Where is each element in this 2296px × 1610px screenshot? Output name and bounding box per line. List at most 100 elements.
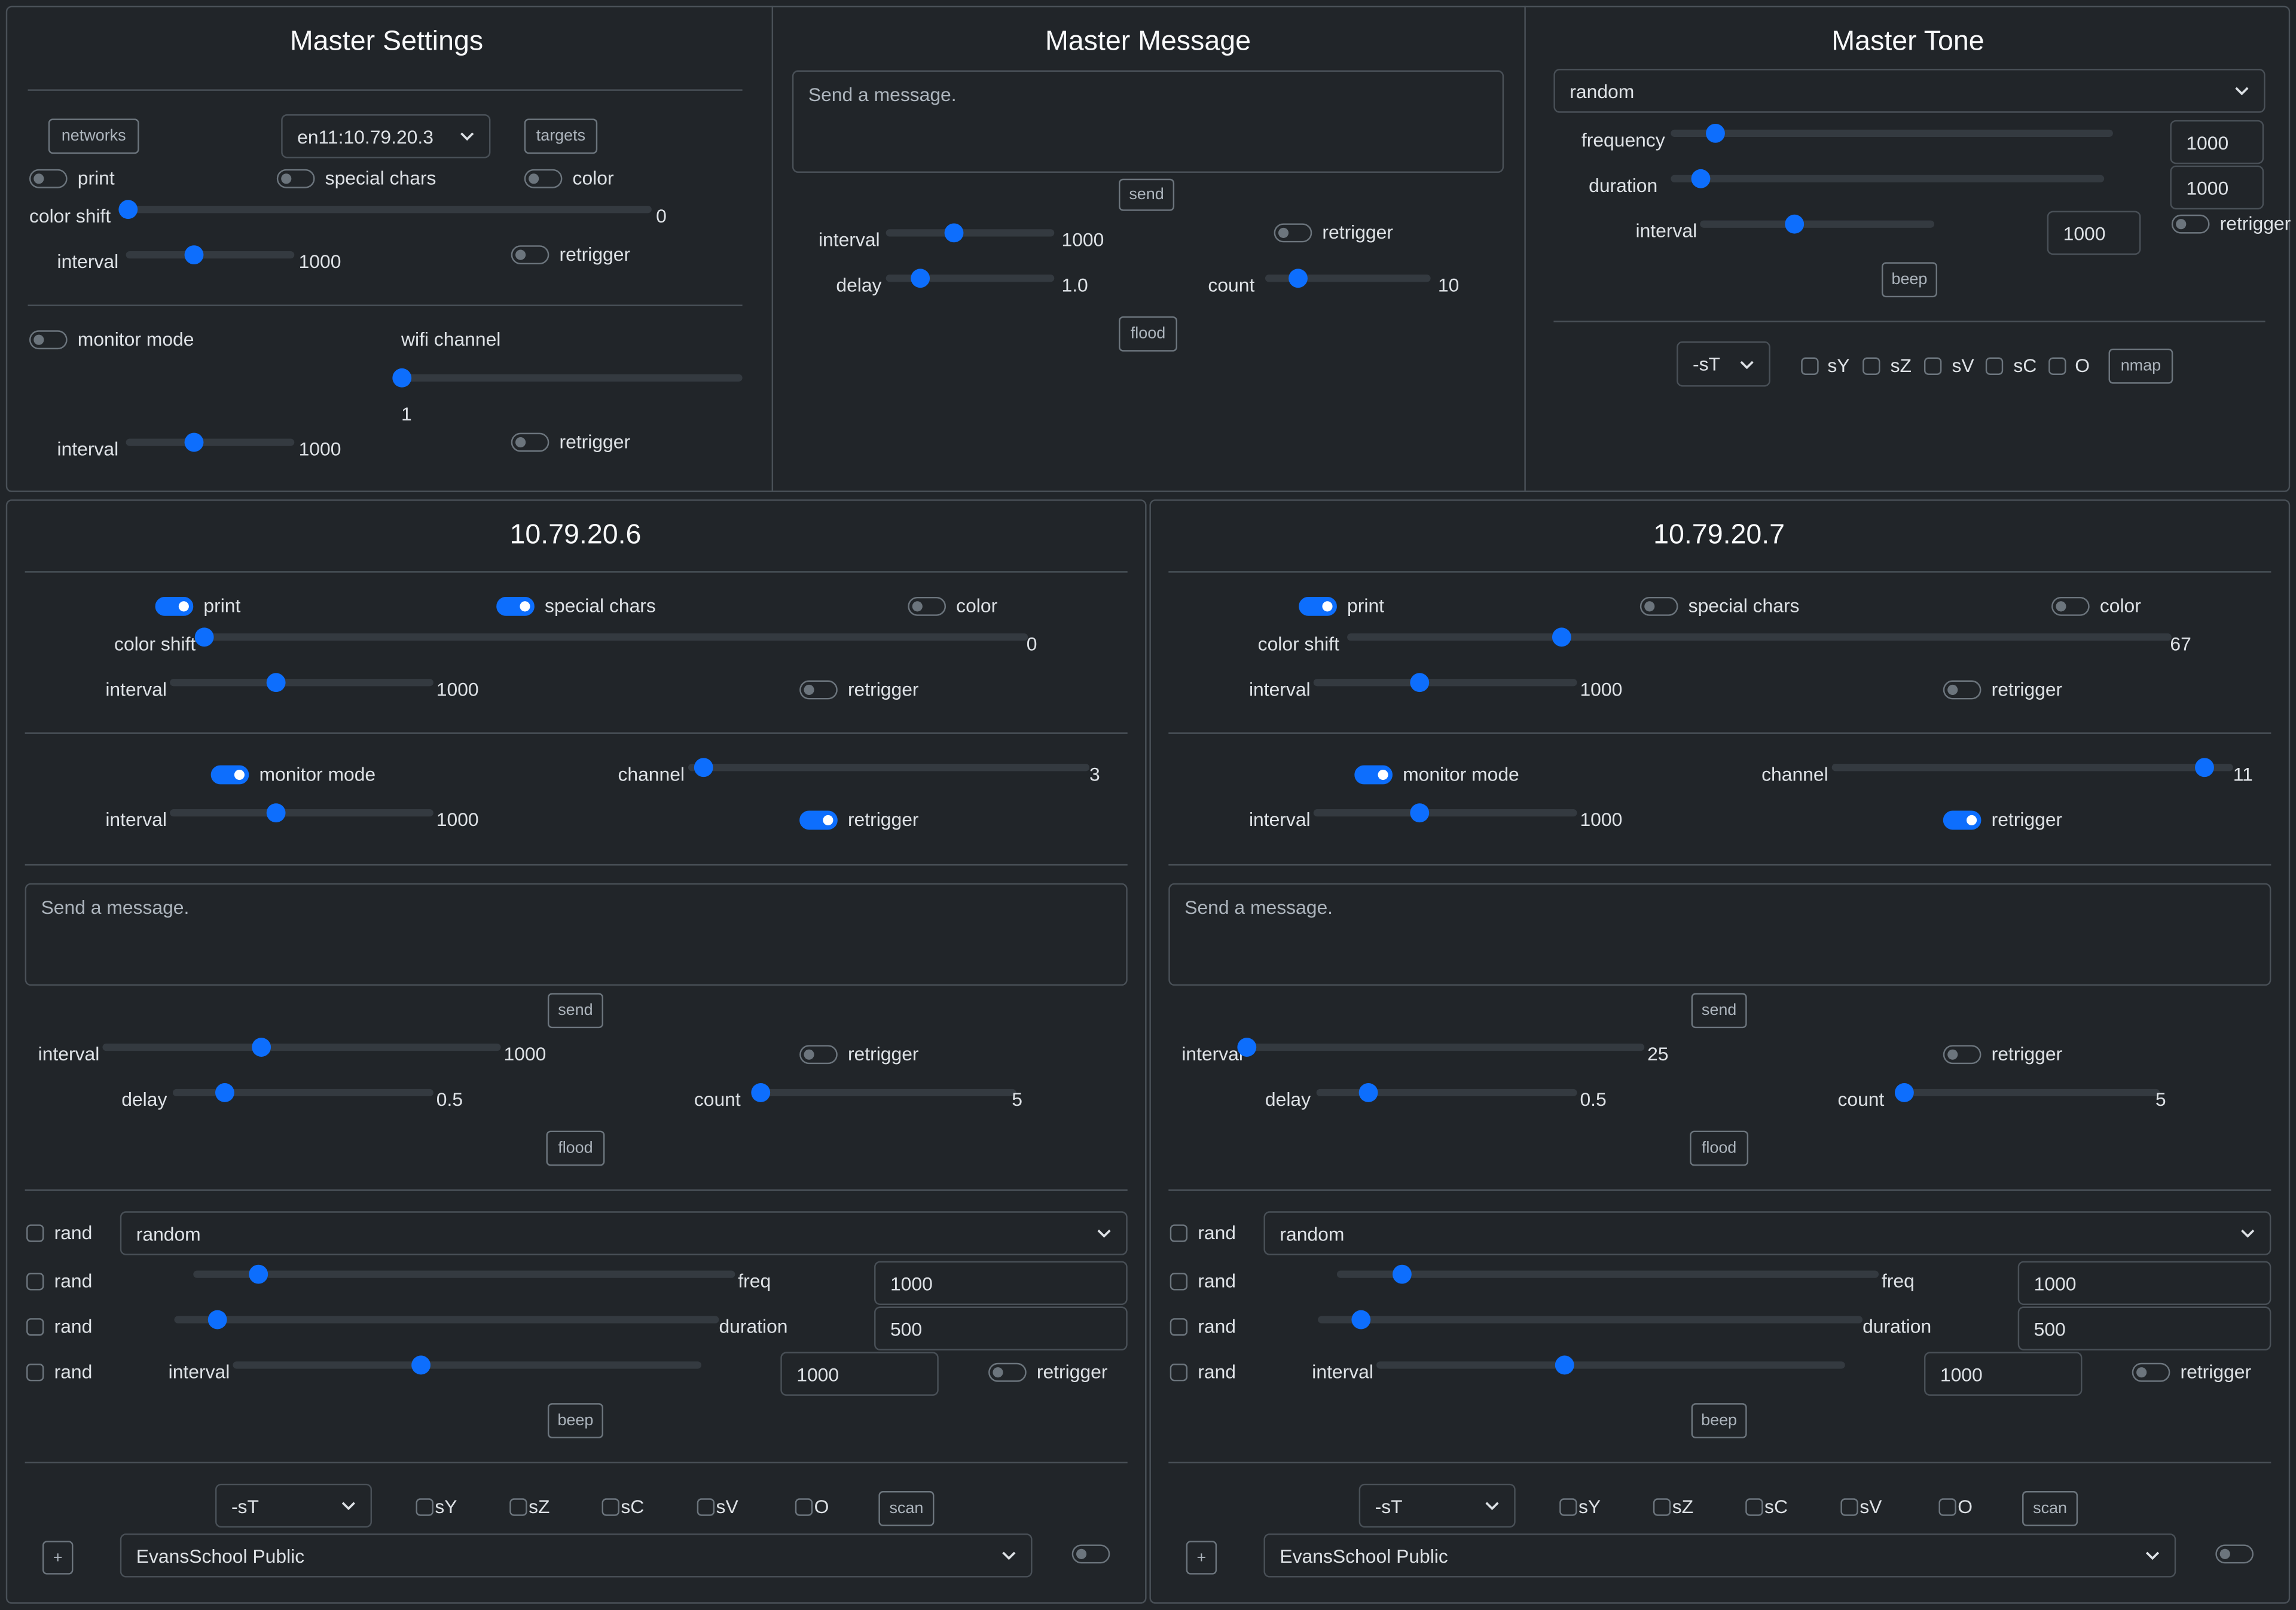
checkbox[interactable] [1745, 1498, 1763, 1516]
toggle[interactable] [1639, 596, 1678, 616]
slider-thumb[interactable] [249, 1264, 268, 1284]
slider-thumb[interactable] [1784, 214, 1803, 234]
button[interactable]: targets [524, 118, 598, 154]
slider-thumb[interactable] [208, 1310, 228, 1330]
slider[interactable] [1265, 269, 1431, 288]
slider[interactable] [1671, 169, 2105, 188]
slider[interactable] [172, 1083, 433, 1102]
toggle[interactable] [2132, 1362, 2170, 1382]
slider-thumb[interactable] [1692, 169, 1711, 188]
slider-thumb[interactable] [1409, 673, 1428, 693]
slider-thumb[interactable] [1358, 1083, 1378, 1102]
toggle[interactable] [799, 810, 838, 830]
slider-thumb[interactable] [1409, 803, 1428, 823]
slider[interactable] [1347, 627, 2172, 647]
slider-thumb[interactable] [118, 200, 137, 219]
slider-thumb[interactable] [184, 432, 203, 452]
checkbox[interactable] [795, 1498, 813, 1516]
button[interactable]: beep [1691, 1403, 1747, 1438]
select[interactable]: random [120, 1211, 1128, 1255]
number-input[interactable]: 1000 [2047, 211, 2141, 255]
toggle[interactable] [1354, 765, 1393, 785]
slider[interactable] [886, 223, 1055, 243]
toggle[interactable] [1071, 1544, 1110, 1564]
checkbox[interactable] [1170, 1224, 1188, 1242]
toggle[interactable] [1943, 810, 1981, 830]
button[interactable]: scan [878, 1491, 935, 1526]
select[interactable]: -sT [1358, 1483, 1516, 1528]
number-input[interactable]: 1000 [2017, 1261, 2271, 1306]
select[interactable]: en11:10.79.20.3 [281, 114, 491, 158]
slider[interactable] [1313, 673, 1577, 693]
checkbox[interactable] [1923, 357, 1942, 375]
number-input[interactable]: 1000 [874, 1261, 1128, 1306]
slider[interactable] [392, 368, 743, 388]
toggle[interactable] [1943, 680, 1981, 700]
slider[interactable] [1316, 1083, 1577, 1102]
slider-thumb[interactable] [184, 245, 203, 265]
slider[interactable] [194, 627, 1028, 647]
button[interactable]: send [547, 993, 603, 1029]
toggle[interactable] [908, 596, 947, 616]
checkbox[interactable] [416, 1498, 433, 1516]
slider-thumb[interactable] [1552, 627, 1571, 647]
toggle[interactable] [155, 596, 194, 616]
checkbox[interactable] [1170, 1273, 1188, 1291]
button[interactable]: flood [1690, 1130, 1749, 1166]
checkbox[interactable] [26, 1273, 44, 1291]
toggle[interactable] [511, 432, 549, 452]
message-input[interactable]: Send a message. [25, 883, 1128, 986]
slider[interactable] [126, 432, 295, 452]
toggle[interactable] [1299, 596, 1337, 616]
slider[interactable] [170, 803, 433, 823]
number-input[interactable]: 500 [874, 1306, 1128, 1350]
slider[interactable] [1318, 1310, 1863, 1330]
toggle[interactable] [524, 169, 563, 188]
checkbox[interactable] [1559, 1498, 1577, 1516]
toggle[interactable] [29, 169, 68, 188]
checkbox[interactable] [1801, 357, 1819, 375]
toggle[interactable] [799, 680, 838, 700]
slider-thumb[interactable] [1554, 1355, 1574, 1375]
select[interactable]: random [1263, 1211, 2271, 1255]
checkbox[interactable] [1840, 1498, 1858, 1516]
button[interactable]: networks [48, 118, 139, 154]
slider[interactable] [102, 1038, 501, 1057]
slider[interactable] [751, 1083, 1016, 1102]
button[interactable]: send [1119, 178, 1175, 211]
slider[interactable] [1894, 1083, 2160, 1102]
button[interactable]: flood [1119, 316, 1177, 352]
toggle[interactable] [1943, 1045, 1981, 1065]
checkbox[interactable] [602, 1498, 619, 1516]
slider-thumb[interactable] [1392, 1264, 1412, 1284]
slider[interactable] [1700, 214, 1935, 234]
select[interactable]: EvansSchool Public [120, 1533, 1033, 1578]
slider[interactable] [170, 673, 433, 693]
toggle[interactable] [29, 330, 68, 350]
slider[interactable] [688, 758, 1090, 777]
slider-thumb[interactable] [1289, 269, 1308, 288]
slider-thumb[interactable] [265, 803, 285, 823]
slider-thumb[interactable] [265, 673, 285, 693]
slider[interactable] [1236, 1038, 1645, 1057]
message-input[interactable]: Send a message. [792, 70, 1504, 173]
button[interactable]: nmap [2108, 348, 2173, 384]
button[interactable]: send [1691, 993, 1747, 1029]
checkbox[interactable] [2048, 357, 2066, 375]
slider[interactable] [1376, 1355, 1845, 1375]
slider[interactable] [1313, 803, 1577, 823]
select[interactable]: -sT [1677, 341, 1770, 387]
toggle[interactable] [988, 1362, 1027, 1382]
slider-thumb[interactable] [194, 627, 213, 647]
number-input[interactable]: 1000 [780, 1352, 939, 1396]
button[interactable]: beep [547, 1403, 603, 1438]
message-input[interactable]: Send a message. [1168, 883, 2271, 986]
slider[interactable] [126, 245, 295, 265]
button[interactable]: beep [1881, 262, 1938, 298]
slider-thumb[interactable] [910, 269, 929, 288]
checkbox[interactable] [1938, 1498, 1956, 1516]
toggle[interactable] [496, 596, 535, 616]
select[interactable]: EvansSchool Public [1263, 1533, 2176, 1578]
slider-thumb[interactable] [694, 758, 714, 777]
button[interactable]: scan [2022, 1491, 2078, 1526]
